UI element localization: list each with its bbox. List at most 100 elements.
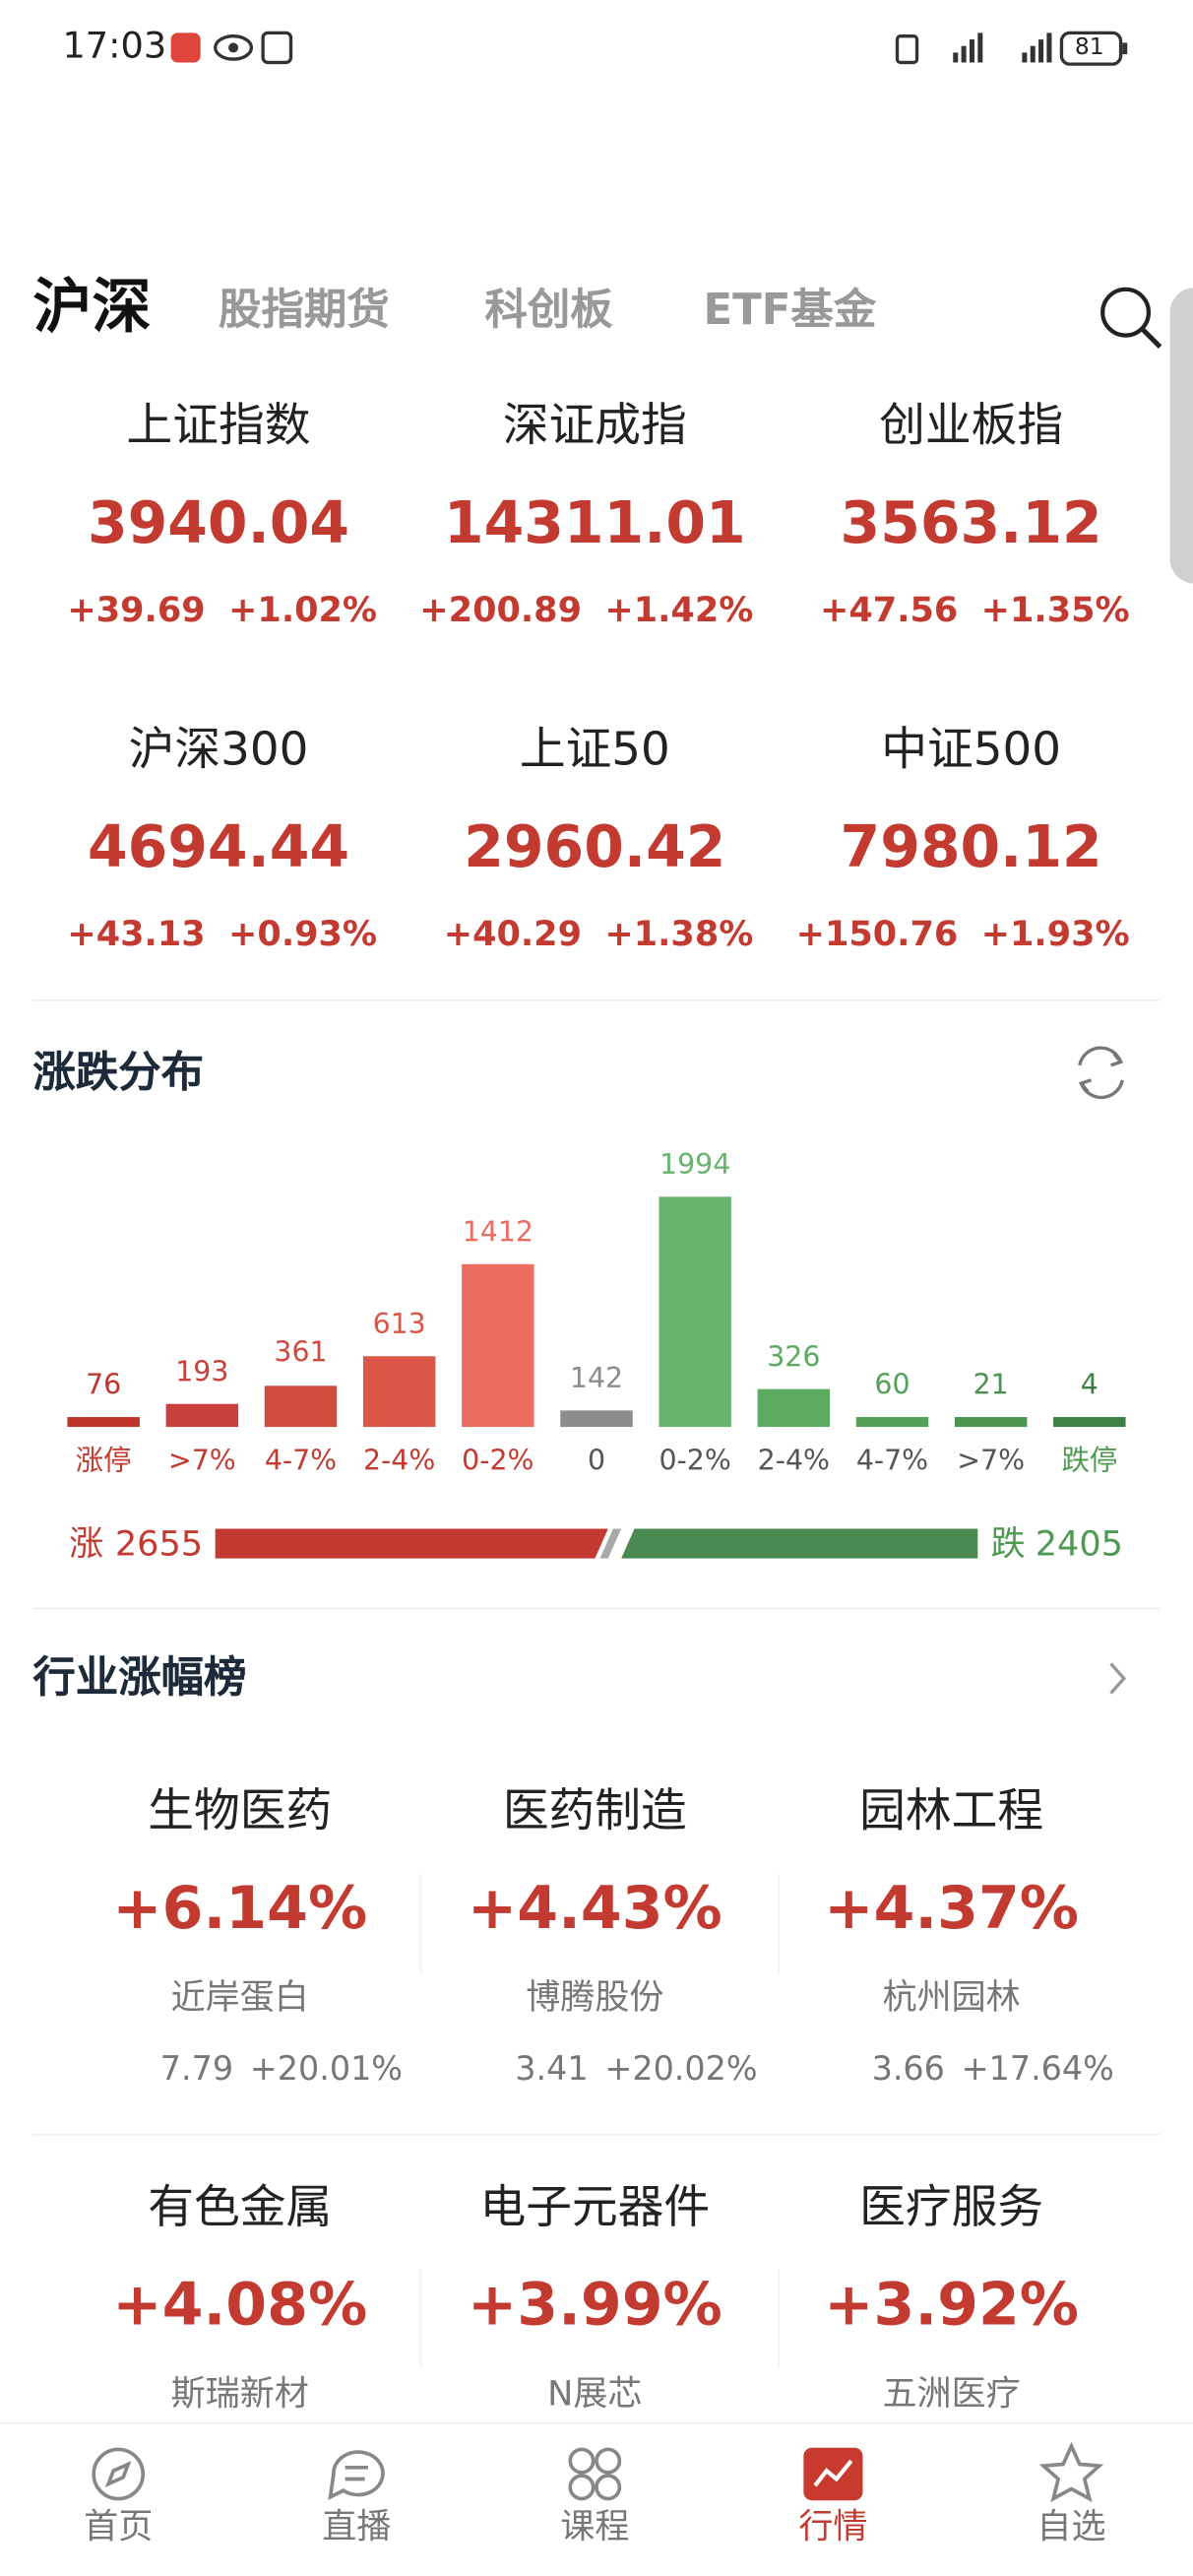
industry-name[interactable]: 医疗服务 bbox=[859, 2178, 1044, 2234]
bar bbox=[165, 1404, 239, 1428]
chevron[interactable] bbox=[1109, 1662, 1127, 1695]
index-name[interactable]: 上证50 bbox=[519, 721, 670, 776]
index-value: 2960.42 bbox=[464, 814, 726, 881]
index-change: +43.13 bbox=[67, 914, 206, 954]
industry-pct: +3.99% bbox=[467, 2272, 722, 2340]
bar bbox=[659, 1196, 731, 1428]
fall-bar bbox=[621, 1528, 978, 1559]
index-change: +47.56 bbox=[819, 591, 959, 631]
bar-value: 1994 bbox=[659, 1148, 731, 1182]
index-value: 7980.12 bbox=[840, 814, 1102, 881]
scroll-handle bbox=[1169, 288, 1193, 584]
bar-label: 4-7% bbox=[264, 1444, 338, 1478]
clock: 17:03 bbox=[62, 26, 167, 68]
bar-value: 4 bbox=[1080, 1369, 1099, 1402]
index-name[interactable]: 上证指数 bbox=[126, 397, 311, 452]
index-change: +200.89 bbox=[419, 591, 582, 631]
rise-bar bbox=[215, 1528, 608, 1559]
bar bbox=[67, 1417, 140, 1428]
index-name[interactable]: 深证成指 bbox=[502, 397, 687, 452]
industry-pct: +6.14% bbox=[112, 1876, 368, 1944]
bar-label: 4-7% bbox=[855, 1444, 929, 1478]
industry-pct: +3.92% bbox=[824, 2272, 1080, 2340]
tab[interactable]: ETF基金 bbox=[703, 285, 877, 336]
stock-price: 3.66 bbox=[871, 2048, 945, 2089]
bar-label: 2-4% bbox=[362, 1444, 436, 1478]
industry-pct: +4.43% bbox=[467, 1876, 722, 1944]
rise-label: 涨 bbox=[69, 1524, 104, 1565]
section-title: 涨跌分布 bbox=[32, 1048, 205, 1098]
bar-label: >7% bbox=[167, 1444, 236, 1478]
bar-value: 142 bbox=[569, 1362, 624, 1395]
app-icon bbox=[170, 32, 201, 63]
bar-label: 0 bbox=[587, 1444, 606, 1478]
leading-stock: 近岸蛋白 bbox=[170, 1978, 309, 2019]
index-value: 3563.12 bbox=[840, 490, 1102, 557]
bar bbox=[560, 1410, 633, 1428]
bar-label: 跌停 bbox=[1061, 1444, 1118, 1478]
separator bbox=[599, 1528, 622, 1559]
index-pct: +1.42% bbox=[604, 591, 754, 631]
industry-pct: +4.37% bbox=[824, 1876, 1080, 1944]
refresh-icon[interactable] bbox=[1078, 1046, 1124, 1100]
stock-pct: +20.02% bbox=[604, 2048, 758, 2089]
industry-pct: +4.08% bbox=[112, 2272, 368, 2340]
nav-item[interactable]: 首页 bbox=[84, 2507, 154, 2547]
leading-stock: 博腾股份 bbox=[526, 1978, 664, 2019]
divider bbox=[32, 2133, 1161, 2136]
nav-bar bbox=[0, 2422, 1193, 2576]
tab[interactable]: 科创板 bbox=[484, 285, 613, 336]
index-name[interactable]: 中证500 bbox=[881, 721, 1061, 776]
nav-item[interactable]: 自选 bbox=[1036, 2507, 1106, 2547]
bar bbox=[462, 1263, 534, 1428]
fall-label: 跌 bbox=[990, 1524, 1026, 1565]
bar bbox=[954, 1417, 1028, 1428]
bar-label: 涨停 bbox=[75, 1444, 132, 1478]
signal-icons bbox=[895, 32, 1052, 65]
index-name[interactable]: 沪深300 bbox=[128, 721, 309, 776]
industry-name[interactable]: 生物医药 bbox=[148, 1782, 333, 1837]
nfc-icon bbox=[261, 31, 293, 65]
section-title[interactable]: 行业涨幅榜 bbox=[32, 1652, 247, 1703]
leading-stock: 杭州园林 bbox=[882, 1978, 1021, 2019]
nav-item[interactable]: 直播 bbox=[322, 2507, 392, 2547]
index-value: 4694.44 bbox=[87, 814, 350, 881]
nav-item[interactable]: 课程 bbox=[560, 2507, 630, 2547]
index-name[interactable]: 创业板指 bbox=[879, 397, 1064, 452]
bar-value: 1412 bbox=[462, 1215, 534, 1249]
index-pct: +1.38% bbox=[604, 914, 754, 954]
index-value: 3940.04 bbox=[87, 490, 350, 557]
index-change: +40.29 bbox=[443, 914, 582, 954]
index-pct: +0.93% bbox=[228, 914, 378, 954]
index-pct: +1.35% bbox=[980, 591, 1130, 631]
divider bbox=[32, 1607, 1161, 1610]
fall-count: 2405 bbox=[1035, 1524, 1123, 1565]
bar-label: 2-4% bbox=[757, 1444, 830, 1478]
industry-name[interactable]: 医药制造 bbox=[502, 1782, 687, 1837]
tab[interactable]: 股指期货 bbox=[219, 285, 390, 336]
nav-item[interactable]: 行情 bbox=[798, 2507, 868, 2547]
stock-price: 3.41 bbox=[515, 2048, 589, 2089]
eye-icon bbox=[214, 34, 254, 61]
battery-level: 81 bbox=[1074, 34, 1104, 62]
stock-pct: +17.64% bbox=[961, 2048, 1114, 2089]
index-pct: +1.02% bbox=[228, 591, 378, 631]
industry-name[interactable]: 有色金属 bbox=[148, 2178, 333, 2234]
bar-value: 60 bbox=[874, 1369, 910, 1402]
leading-stock: N展芯 bbox=[547, 2374, 643, 2415]
leading-stock: 斯瑞新材 bbox=[170, 2374, 309, 2415]
bar-value: 193 bbox=[175, 1356, 229, 1389]
bar bbox=[757, 1388, 831, 1428]
search-icon[interactable] bbox=[1100, 287, 1162, 350]
index-pct: +1.93% bbox=[980, 914, 1130, 954]
industry-name[interactable]: 园林工程 bbox=[859, 1782, 1044, 1837]
ratio-bar bbox=[215, 1528, 978, 1559]
bar-value: 613 bbox=[372, 1308, 426, 1341]
tab[interactable]: 沪深 bbox=[32, 275, 152, 343]
index-value: 14311.01 bbox=[443, 490, 746, 557]
industry-name[interactable]: 电子元器件 bbox=[479, 2178, 711, 2234]
index-change: +150.76 bbox=[795, 914, 959, 954]
